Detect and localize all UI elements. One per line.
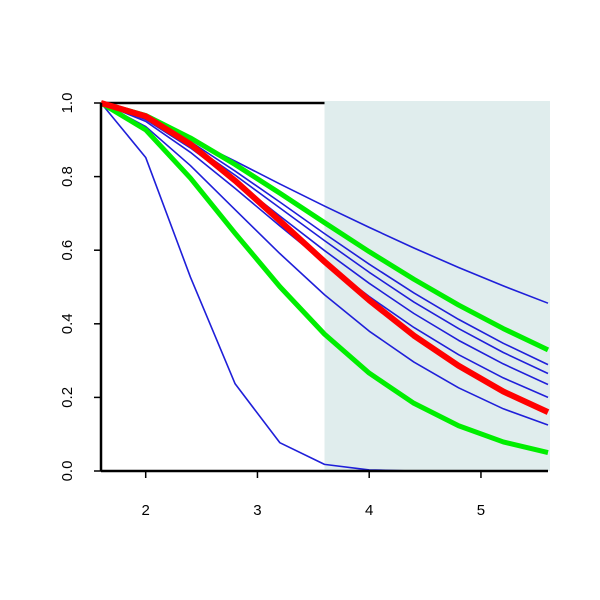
line-series — [100, 102, 549, 386]
line-series — [100, 100, 550, 415]
y-tick-label: 0.0 — [59, 461, 76, 482]
x-tick-label: 3 — [253, 502, 261, 519]
x-tick-label: 4 — [365, 502, 373, 519]
x-tick-label: 5 — [477, 502, 485, 519]
y-tick-label: 0.6 — [59, 240, 76, 261]
line-series — [100, 100, 550, 353]
y-tick-label: 0.8 — [59, 166, 76, 187]
y-tick-label: 1.0 — [59, 93, 76, 114]
line-series — [99, 100, 549, 456]
y-tick-label: 0.4 — [59, 313, 76, 334]
shaded-region — [324, 101, 550, 471]
line-series — [100, 102, 549, 426]
y-tick-label: 0.2 — [59, 387, 76, 408]
x-tick-label: 2 — [142, 502, 150, 519]
